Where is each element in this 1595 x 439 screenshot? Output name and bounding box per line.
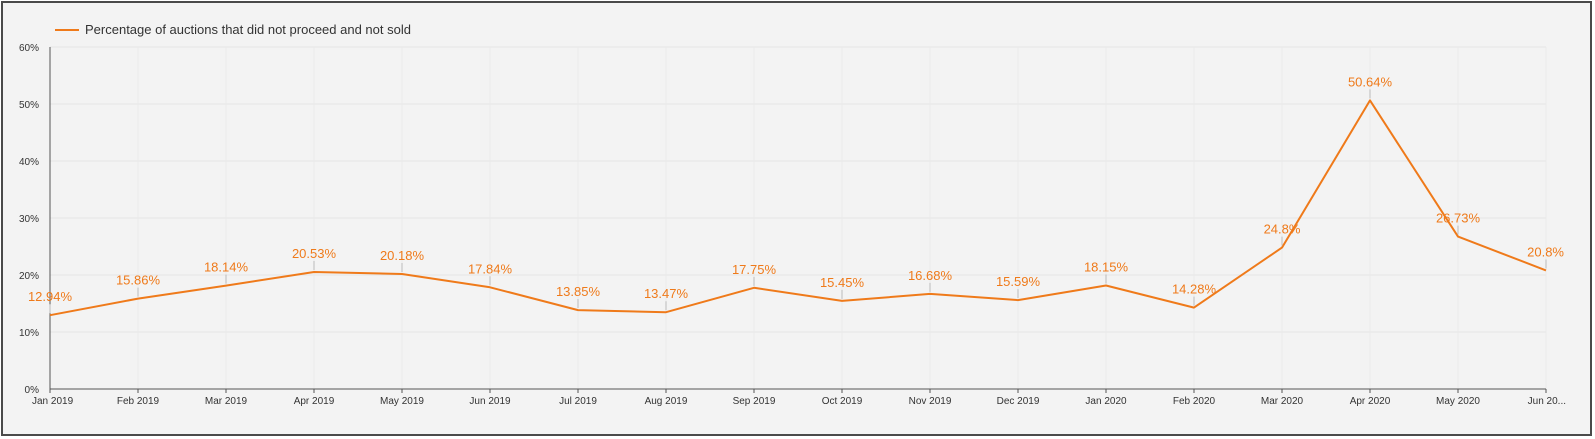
x-tick-label: Jun 2019 (469, 396, 511, 407)
x-tick-label: Aug 2019 (645, 396, 688, 407)
y-tick-label: 50% (19, 100, 39, 111)
data-label: 14.28% (1172, 282, 1217, 297)
data-label: 17.75% (732, 262, 777, 277)
data-label: 15.59% (996, 274, 1041, 289)
y-tick-label: 10% (19, 328, 39, 339)
y-tick-label: 20% (19, 271, 39, 282)
x-tick-label: Jul 2019 (559, 396, 597, 407)
x-tick-label: Mar 2020 (1261, 396, 1304, 407)
y-tick-label: 0% (25, 385, 40, 396)
legend: Percentage of auctions that did not proc… (55, 22, 411, 37)
x-tick-label: Jun 20... (1528, 396, 1566, 407)
x-tick-label: Dec 2019 (997, 396, 1040, 407)
data-label: 15.45% (820, 275, 865, 290)
data-label: 16.68% (908, 268, 953, 283)
data-label: 24.8% (1264, 222, 1301, 237)
data-label: 20.53% (292, 246, 337, 261)
x-axis-ticks: Jan 2019 Feb 2019 Mar 2019 Apr 2019 May 2019… (32, 389, 1566, 407)
y-tick-label: 60% (19, 43, 39, 54)
x-tick-label: Jan 2020 (1085, 396, 1127, 407)
series-line[interactable] (49, 99, 1547, 317)
data-label: 17.84% (468, 261, 513, 276)
x-tick-label: Apr 2019 (294, 396, 335, 407)
x-tick-label: Feb 2020 (1173, 396, 1216, 407)
x-tick-label: Mar 2019 (205, 396, 248, 407)
x-tick-label: Feb 2019 (117, 396, 160, 407)
y-tick-label: 30% (19, 214, 39, 225)
y-tick-label: 40% (19, 157, 39, 168)
x-tick-label: May 2019 (380, 396, 424, 407)
x-tick-label: Nov 2019 (909, 396, 952, 407)
data-label: 13.47% (644, 286, 689, 301)
x-tick-label: Jan 2019 (32, 396, 74, 407)
x-tick-label: May 2020 (1436, 396, 1480, 407)
x-tick-label: Oct 2019 (822, 396, 863, 407)
data-label: 20.8% (1527, 244, 1564, 259)
series-layer (49, 99, 1547, 317)
data-label: 18.14% (204, 260, 249, 275)
x-tick-label: Apr 2020 (1350, 396, 1391, 407)
data-label: 13.85% (556, 284, 601, 299)
x-tick-label: Sep 2019 (733, 396, 776, 407)
y-axis-ticks: 0% 10% 20% 30% 40% 50% 60% (19, 43, 39, 396)
axes (49, 47, 1546, 390)
line-chart: 0% 10% 20% 30% 40% 50% 60% Jan 2019 Feb 2019 Mar… (19, 22, 1566, 407)
data-label: 50.64% (1348, 74, 1393, 89)
legend-label[interactable]: Percentage of auctions that did not proc… (85, 22, 411, 37)
data-label: 15.86% (116, 273, 161, 288)
data-labels: 12.94% 15.86% 18.14% 20.53% 20.18% 17.84% 13.8… (28, 74, 1564, 314)
data-label: 12.94% (28, 289, 73, 304)
gridlines (49, 46, 1547, 389)
data-label: 26.73% (1436, 211, 1481, 226)
data-label: 18.15% (1084, 260, 1129, 275)
data-label: 20.18% (380, 248, 425, 263)
